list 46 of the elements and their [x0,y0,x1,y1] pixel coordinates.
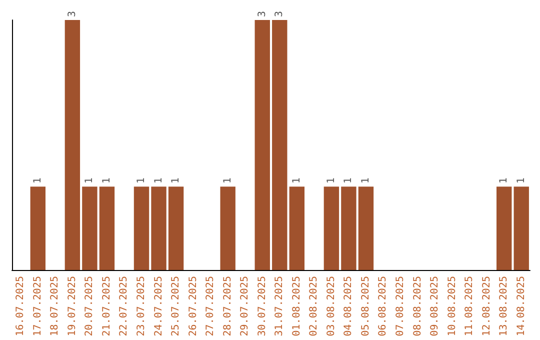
data-label: 3 [256,10,268,17]
data-label: 1 [498,178,510,184]
x-tick-label: 19.07.2025 [66,276,78,336]
x-tick-label: 08.08.2025 [412,276,424,336]
x-tick-label: 07.08.2025 [395,276,406,336]
x-tick-label: 29.07.2025 [240,276,251,336]
x-tick-label: 01.08.2025 [291,276,302,336]
data-label: 1 [291,178,302,184]
data-label: 1 [222,178,234,184]
data-label: 1 [170,178,182,184]
x-tick-label: 23.07.2025 [136,276,147,336]
x-tick-label: 03.08.2025 [326,276,337,336]
data-label: 1 [326,178,337,184]
x-tick-label: 14.08.2025 [516,276,527,336]
x-tick-label: 04.08.2025 [343,276,354,336]
x-tick-label: 20.07.2025 [84,276,96,336]
x-tick-label: 12.08.2025 [481,276,492,336]
x-tick-label: 28.07.2025 [222,276,234,336]
data-label: 1 [136,178,147,184]
x-tick-label: 24.07.2025 [153,276,164,336]
data-label: 3 [66,10,78,17]
data-label: 1 [84,178,96,184]
x-tick-label: 21.07.2025 [101,276,112,336]
x-tick-label: 16.07.2025 [15,276,26,336]
data-label: 1 [153,178,164,184]
x-tick-label: 13.08.2025 [498,276,510,336]
data-label: 3 [274,10,286,17]
data-label: 1 [101,178,112,184]
x-tick-label: 11.08.2025 [464,276,476,336]
x-tick-label: 25.07.2025 [170,276,182,336]
data-label: 1 [343,178,354,184]
data-label: 1 [360,178,372,184]
x-tick-label: 22.07.2025 [118,276,130,336]
x-tick-label: 10.08.2025 [446,276,458,336]
x-tick-label: 31.07.2025 [274,276,286,336]
x-tick-label: 26.07.2025 [188,276,199,336]
x-tick-label: 09.08.2025 [430,276,441,336]
x-tick-label: 30.07.2025 [256,276,268,336]
x-tick-label: 18.07.2025 [50,276,61,336]
x-tick-label: 02.08.2025 [308,276,320,336]
data-label: 1 [516,178,527,184]
x-tick-label: 17.07.2025 [32,276,44,336]
x-tick-label: 05.08.2025 [360,276,372,336]
data-label: 1 [32,178,44,184]
x-tick-label: 27.07.2025 [205,276,216,336]
x-tick-label: 06.08.2025 [378,276,389,336]
